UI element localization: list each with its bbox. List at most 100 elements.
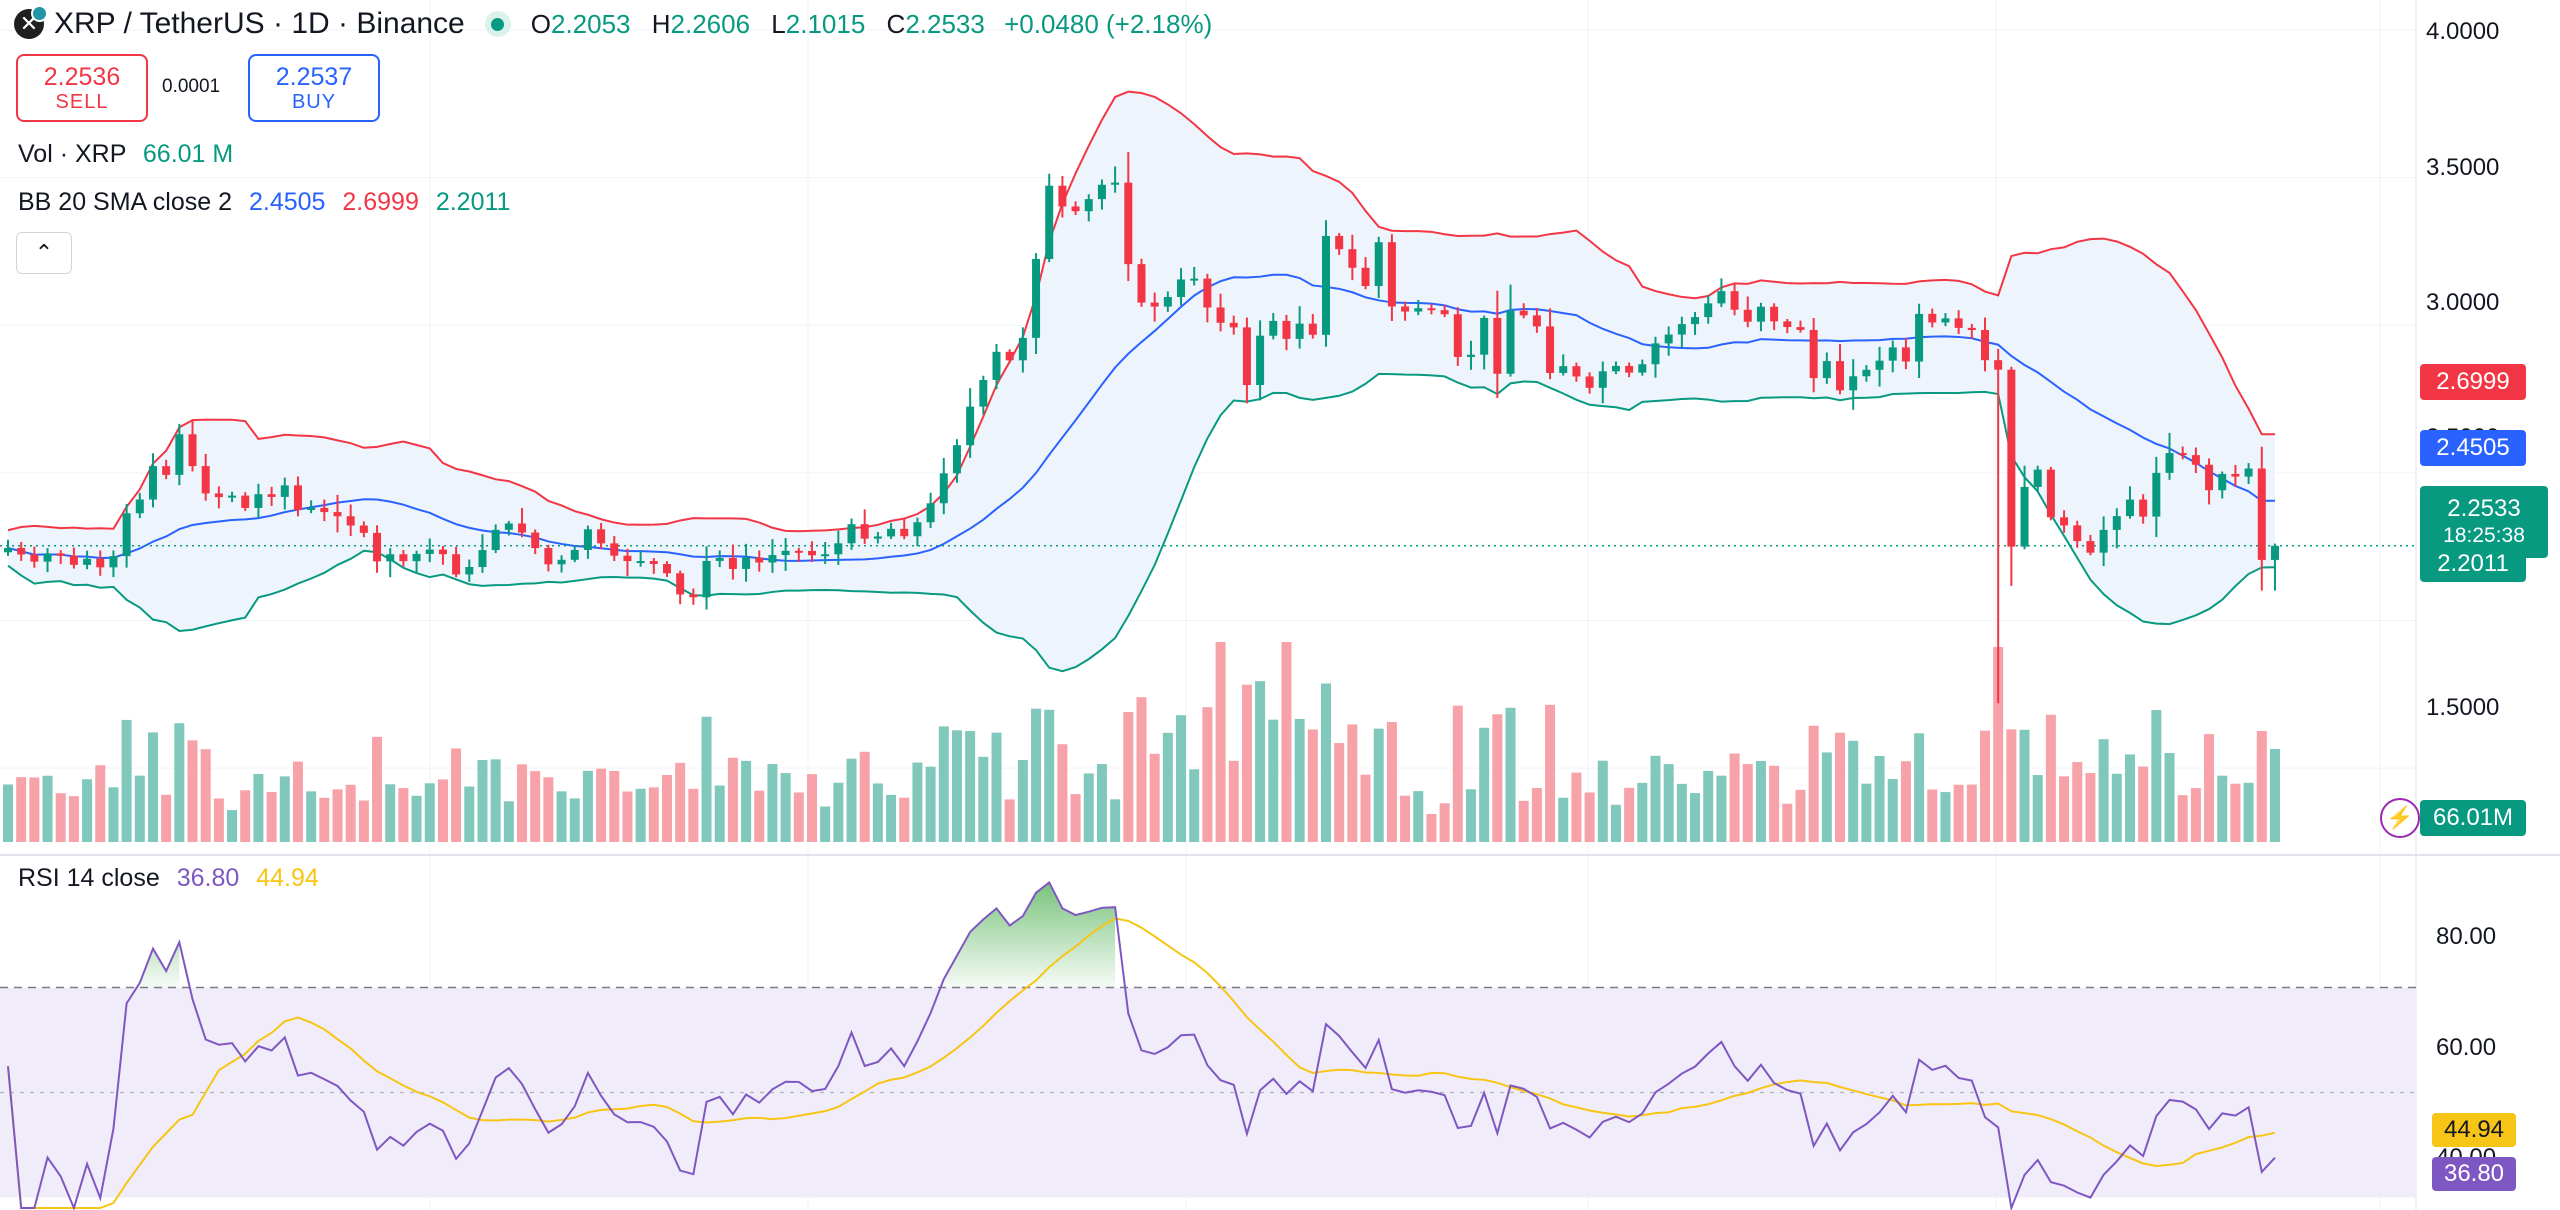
volume-bar <box>1966 784 1977 842</box>
volume-bar <box>1321 683 1331 842</box>
volume-bar <box>82 779 93 842</box>
candle-body <box>43 553 52 562</box>
candle-body <box>135 499 144 514</box>
candle-body <box>1374 242 1383 287</box>
buy-button[interactable]: 2.2537 BUY <box>248 54 380 122</box>
volume-bar <box>1044 709 1055 842</box>
volume-bar <box>1149 753 1160 842</box>
candle-body <box>1071 206 1080 212</box>
volume-bar <box>886 794 897 842</box>
volume-bar <box>1742 764 1753 842</box>
candle-body <box>214 493 223 498</box>
volume-bar <box>1400 795 1411 842</box>
candle-body <box>913 522 922 537</box>
volume-bar <box>2230 783 2241 842</box>
volume-bar <box>701 716 712 842</box>
candle-body <box>2125 499 2134 517</box>
volume-bar <box>635 788 646 842</box>
rsi-legend[interactable]: RSI 14 close 36.80 44.94 <box>18 864 319 892</box>
candle-body <box>821 554 830 557</box>
volume-bar <box>358 800 369 842</box>
volume-bar <box>806 774 817 842</box>
lightning-icon[interactable]: ⚡ <box>2380 798 2420 838</box>
volume-bar <box>1637 782 1648 842</box>
volume-bar <box>503 801 514 842</box>
volume-bar <box>1940 792 1951 842</box>
candle-body <box>109 556 118 568</box>
volume-bar <box>1518 800 1529 842</box>
candle-body <box>1453 314 1462 357</box>
collapse-legend-button[interactable]: ⌃ <box>16 232 72 274</box>
volume-bar <box>741 760 752 842</box>
volume-bar <box>1202 707 1213 842</box>
candle-body <box>1229 322 1238 328</box>
candle-body <box>2112 516 2121 530</box>
symbol-title[interactable]: XRP / TetherUS · 1D · Binance <box>54 7 465 40</box>
bb-legend[interactable]: BB 20 SMA close 2 2.4505 2.6999 2.2011 <box>18 188 511 216</box>
volume-bar <box>411 795 422 842</box>
volume-bar <box>174 723 185 842</box>
volume-bar <box>213 798 224 842</box>
candle-body <box>1493 317 1502 374</box>
volume-bar <box>978 756 989 842</box>
volume-bar <box>1465 789 1476 842</box>
volume-bar <box>2164 752 2175 842</box>
volume-bar <box>2204 734 2215 842</box>
volume-bar <box>1782 803 1793 842</box>
candle-body <box>148 466 157 500</box>
volume-bar <box>609 770 620 842</box>
volume-bar <box>872 783 883 842</box>
candle-body <box>293 485 302 511</box>
xrp-logo-icon[interactable]: ✕ <box>14 5 48 39</box>
volume-bar <box>2138 766 2149 842</box>
candle-body <box>1941 318 1950 323</box>
candle-body <box>2086 541 2095 553</box>
volume-bar <box>1413 791 1424 842</box>
candle-body <box>649 561 658 565</box>
volume-bar <box>279 776 290 842</box>
candle-body <box>623 555 632 562</box>
chevron-up-icon: ⌃ <box>34 240 54 265</box>
volume-bar <box>1690 793 1701 842</box>
volume-bar <box>1268 719 1279 842</box>
volume-bar <box>543 777 554 842</box>
volume-bar <box>648 787 659 842</box>
market-open-icon <box>484 11 511 37</box>
candle-body <box>2231 473 2240 477</box>
candle-body <box>807 550 816 556</box>
candle-body <box>715 557 724 561</box>
volume-bar <box>899 797 910 842</box>
candle-body <box>2257 468 2266 560</box>
candle-body <box>887 528 896 537</box>
volume-bar <box>965 731 976 842</box>
candle-body <box>1203 278 1212 308</box>
candle-body <box>83 558 92 565</box>
volume-bar <box>1215 642 1226 842</box>
volume-bar <box>1558 797 1569 842</box>
volume-bar <box>1545 704 1556 842</box>
candle-body <box>1269 320 1278 336</box>
sell-button[interactable]: 2.2536 SELL <box>16 54 148 122</box>
candle-body <box>1822 361 1831 379</box>
candle-body <box>1704 303 1713 318</box>
candle-body <box>1427 308 1436 311</box>
volume-bar <box>1848 740 1859 842</box>
volume-bar <box>2072 762 2083 842</box>
volume-bar <box>1083 773 1094 842</box>
candle-body <box>1532 315 1541 327</box>
candle-body <box>320 507 329 513</box>
rsi-ma-badge: 44.94 <box>2432 1113 2516 1147</box>
price-axis-label: 3.5000 <box>2426 154 2500 181</box>
candle-body <box>201 466 210 494</box>
candle-body <box>1282 320 1291 339</box>
volume-legend[interactable]: Vol · XRP 66.01 M <box>18 140 234 168</box>
volume-bar <box>1123 712 1134 842</box>
volume-bar <box>1624 787 1635 842</box>
volume-bar <box>292 761 303 842</box>
candle-body <box>254 494 263 508</box>
candle-body <box>1915 313 1924 362</box>
candle-body <box>1611 365 1620 372</box>
volume-bar <box>1373 728 1384 842</box>
candle-body <box>1414 308 1423 312</box>
